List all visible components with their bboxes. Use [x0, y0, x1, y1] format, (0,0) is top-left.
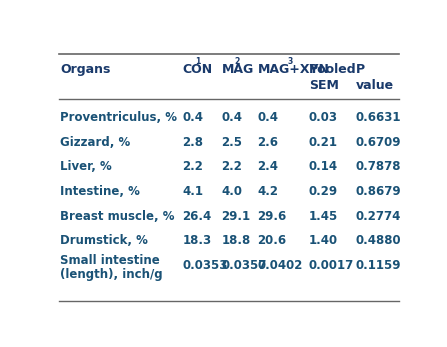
Text: 0.4880: 0.4880: [355, 234, 401, 247]
Text: 2.4: 2.4: [257, 160, 278, 174]
Text: 4.2: 4.2: [257, 185, 278, 198]
Text: 18.8: 18.8: [221, 234, 251, 247]
Text: Liver, %: Liver, %: [60, 160, 112, 174]
Text: Breast muscle, %: Breast muscle, %: [60, 210, 174, 223]
Text: 2.5: 2.5: [221, 136, 242, 149]
Text: 0.14: 0.14: [309, 160, 338, 174]
Text: 20.6: 20.6: [257, 234, 287, 247]
Text: (length), inch/g: (length), inch/g: [60, 268, 163, 281]
Text: 1.45: 1.45: [309, 210, 338, 223]
Text: Drumstick, %: Drumstick, %: [60, 234, 148, 247]
Text: 29.6: 29.6: [257, 210, 287, 223]
Text: 2.2: 2.2: [182, 160, 203, 174]
Text: 4.1: 4.1: [182, 185, 203, 198]
Text: 2: 2: [235, 57, 240, 66]
Text: 0.4: 0.4: [257, 111, 278, 124]
Text: 0.8679: 0.8679: [355, 185, 401, 198]
Text: 0.6709: 0.6709: [355, 136, 401, 149]
Text: 0.0402: 0.0402: [257, 259, 303, 272]
Text: 0.2774: 0.2774: [355, 210, 401, 223]
Text: 2.2: 2.2: [221, 160, 242, 174]
Text: MAG: MAG: [221, 63, 254, 76]
Text: 4.0: 4.0: [221, 185, 242, 198]
Text: 2.8: 2.8: [182, 136, 203, 149]
Text: 26.4: 26.4: [182, 210, 211, 223]
Text: 0.0353: 0.0353: [182, 259, 228, 272]
Text: 0.0357: 0.0357: [221, 259, 267, 272]
Text: 0.21: 0.21: [309, 136, 338, 149]
Text: value: value: [355, 79, 394, 92]
Text: 2.6: 2.6: [257, 136, 278, 149]
Text: 18.3: 18.3: [182, 234, 211, 247]
Text: 29.1: 29.1: [221, 210, 251, 223]
Text: Organs: Organs: [60, 63, 110, 76]
Text: MAG+XYN: MAG+XYN: [257, 63, 329, 76]
Text: SEM: SEM: [309, 79, 339, 92]
Text: P: P: [355, 63, 365, 76]
Text: 0.0017: 0.0017: [309, 259, 354, 272]
Text: 0.4: 0.4: [182, 111, 203, 124]
Text: 1.40: 1.40: [309, 234, 338, 247]
Text: 0.03: 0.03: [309, 111, 338, 124]
Text: 3: 3: [288, 57, 293, 66]
Text: 1: 1: [195, 57, 201, 66]
Text: 0.1159: 0.1159: [355, 259, 401, 272]
Text: Intestine, %: Intestine, %: [60, 185, 140, 198]
Text: 0.4: 0.4: [221, 111, 242, 124]
Text: Small intestine: Small intestine: [60, 254, 160, 267]
Text: Pooled: Pooled: [309, 63, 356, 76]
Text: CON: CON: [182, 63, 212, 76]
Text: Gizzard, %: Gizzard, %: [60, 136, 130, 149]
Text: Proventriculus, %: Proventriculus, %: [60, 111, 177, 124]
Text: 0.6631: 0.6631: [355, 111, 401, 124]
Text: 0.7878: 0.7878: [355, 160, 401, 174]
Text: 0.29: 0.29: [309, 185, 338, 198]
